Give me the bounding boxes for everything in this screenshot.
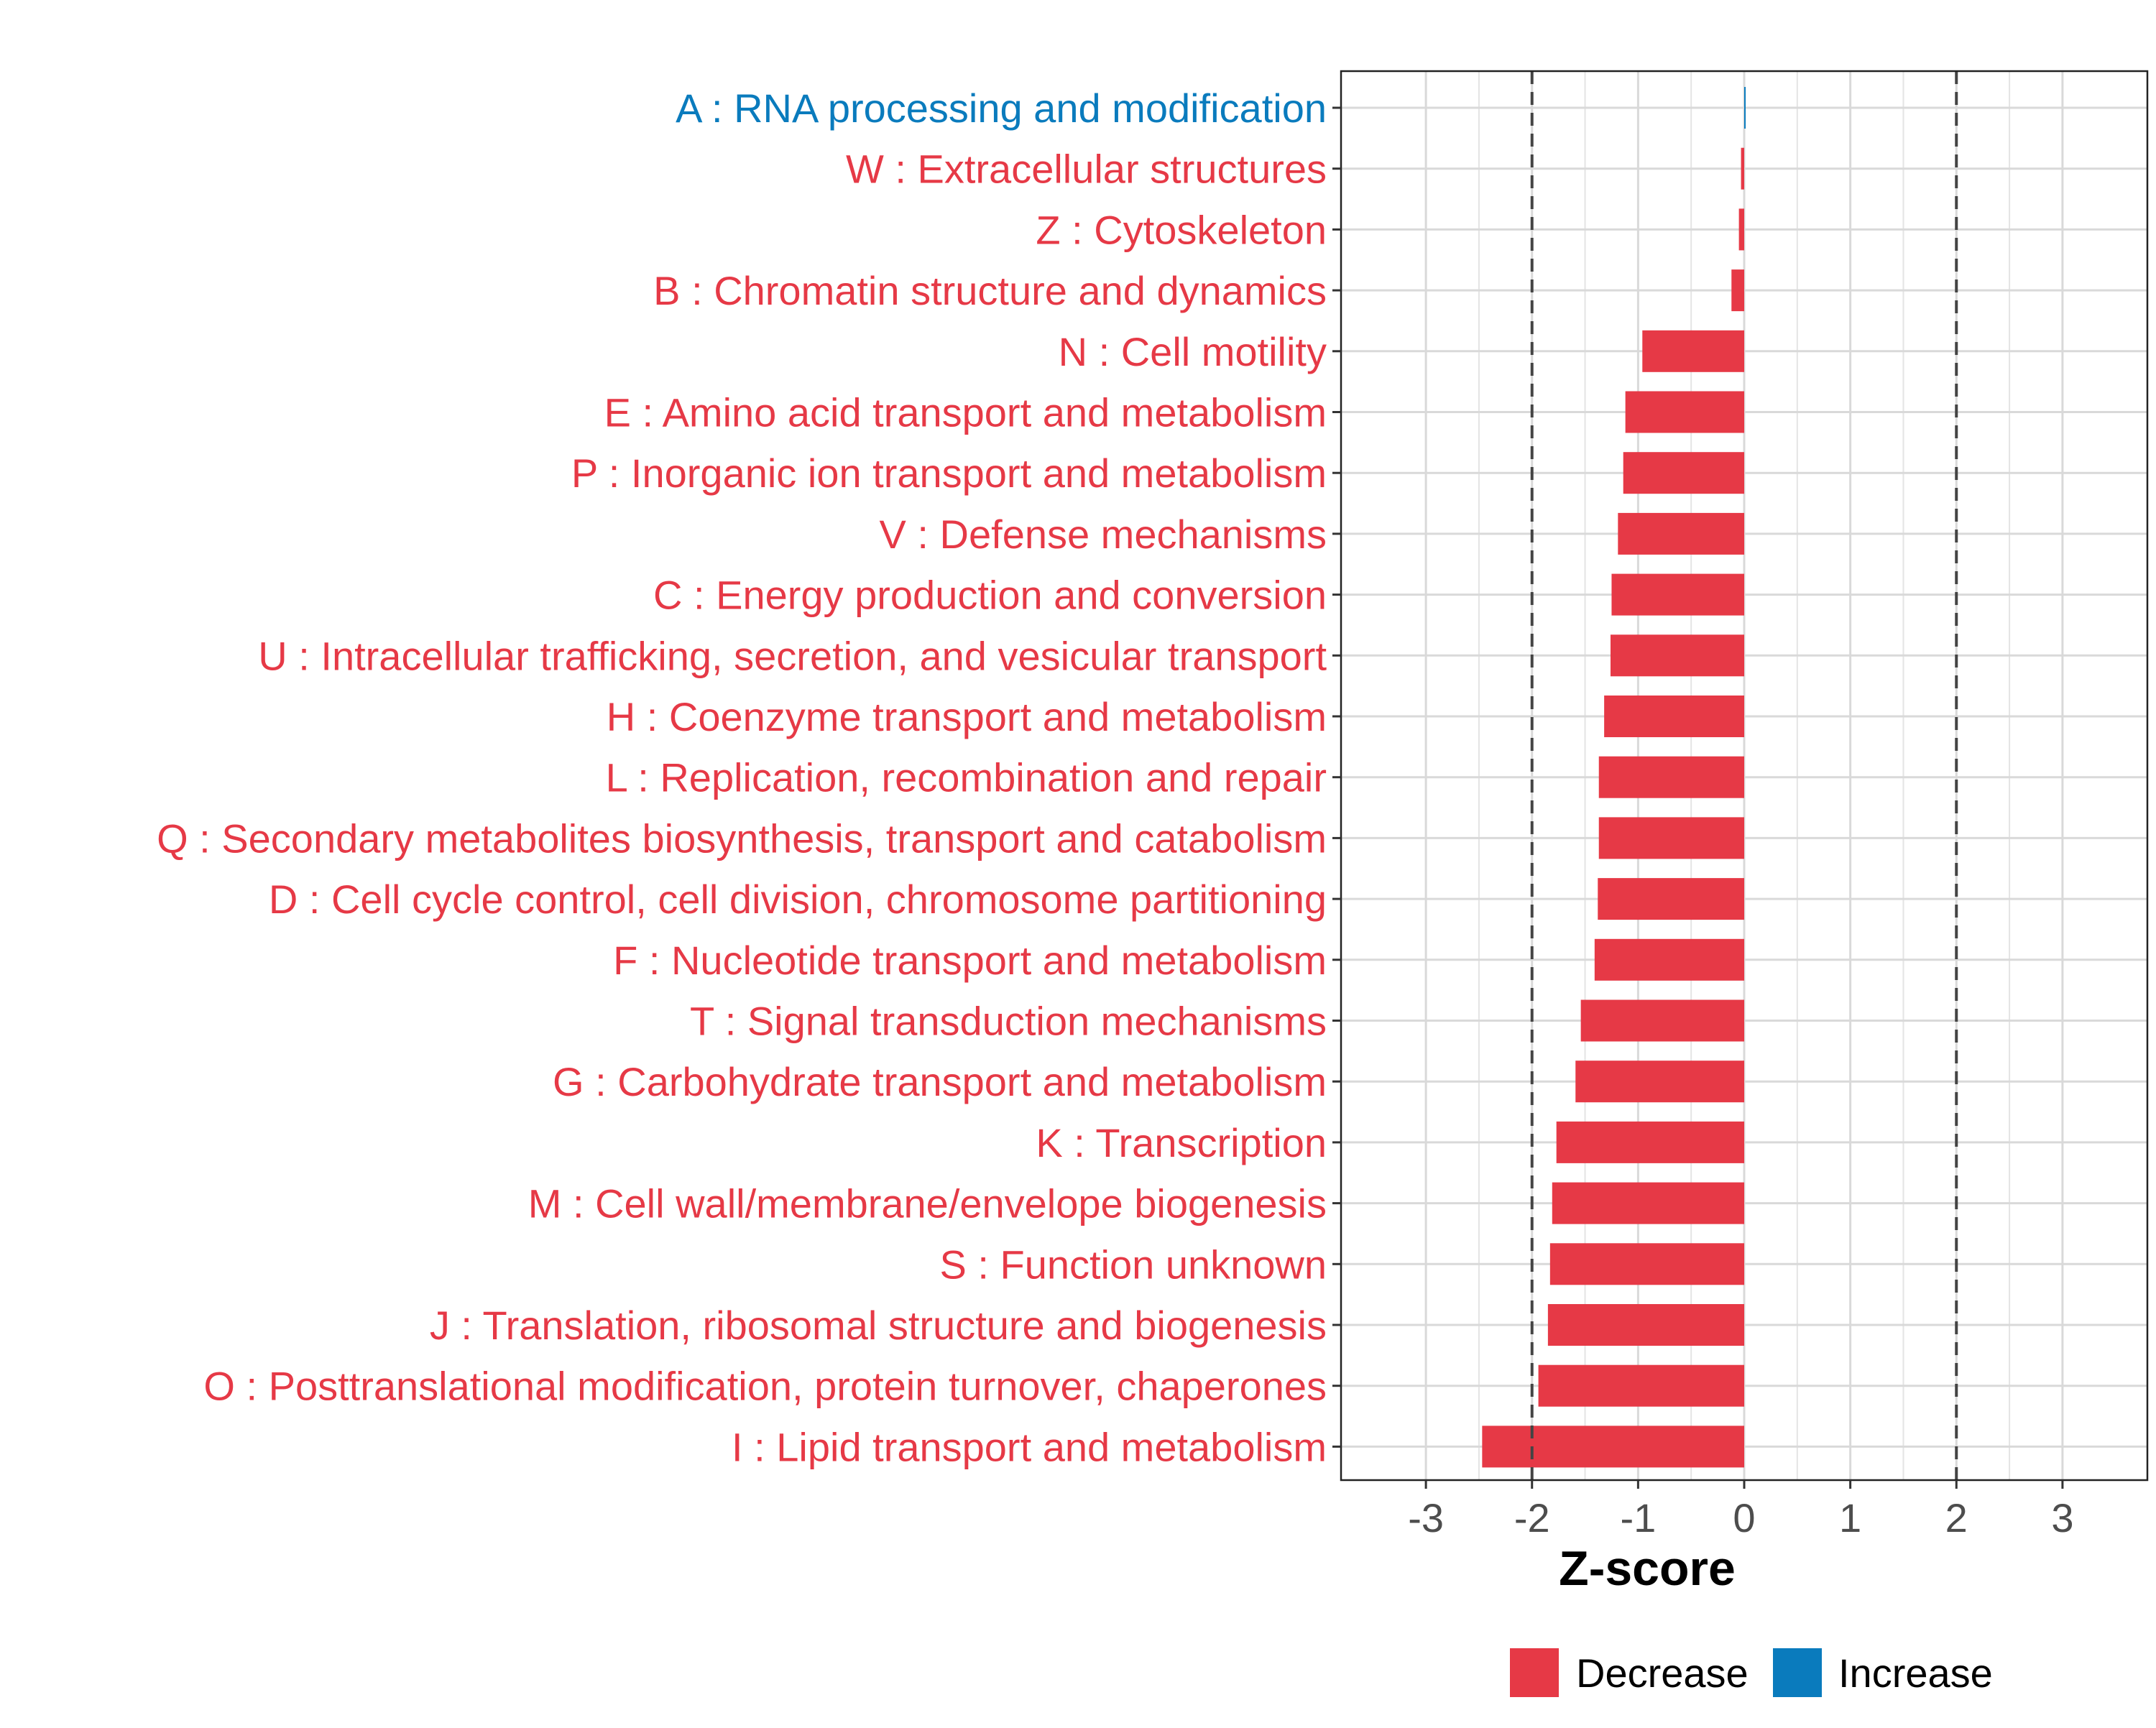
x-axis-title: Z-score — [1559, 1541, 1736, 1596]
category-label: A : RNA processing and modification — [676, 86, 1327, 131]
category-label: P : Inorganic ion transport and metaboli… — [571, 451, 1327, 496]
category-label: N : Cell motility — [1059, 329, 1327, 374]
x-tick-label: -2 — [1514, 1495, 1550, 1540]
bar — [1744, 87, 1746, 129]
legend-key-decrease — [1510, 1648, 1559, 1697]
bar — [1594, 938, 1744, 981]
x-tick-label: 3 — [2051, 1495, 2073, 1540]
category-label: V : Defense mechanisms — [880, 512, 1327, 557]
bar — [1538, 1364, 1744, 1407]
category-label: G : Carbohydrate transport and metabolis… — [553, 1059, 1327, 1104]
bar — [1556, 1121, 1744, 1163]
legend-label: Decrease — [1576, 1650, 1749, 1696]
category-label: U : Intracellular trafficking, secretion… — [258, 633, 1327, 678]
category-label: W : Extracellular structures — [846, 147, 1327, 192]
category-label: I : Lipid transport and metabolism — [732, 1424, 1327, 1469]
bar — [1575, 1061, 1744, 1103]
category-label: S : Function unknown — [939, 1242, 1327, 1287]
category-label: C : Energy production and conversion — [653, 573, 1327, 618]
bar — [1611, 573, 1744, 616]
category-label: Q : Secondary metabolites biosynthesis, … — [157, 816, 1327, 861]
bar — [1731, 269, 1744, 312]
category-label: E : Amino acid transport and metabolism — [604, 390, 1327, 435]
bar — [1598, 878, 1744, 920]
category-label: M : Cell wall/membrane/envelope biogenes… — [528, 1181, 1327, 1226]
bar — [1738, 208, 1744, 251]
category-label: O : Posttranslational modification, prot… — [203, 1364, 1327, 1409]
x-tick-label: -1 — [1620, 1495, 1656, 1540]
bar — [1625, 391, 1744, 433]
legend-label: Increase — [1838, 1650, 1993, 1696]
category-label: K : Transcription — [1036, 1120, 1327, 1165]
bar — [1598, 756, 1744, 798]
bar — [1642, 330, 1744, 372]
bar — [1598, 817, 1744, 859]
category-label: J : Translation, ribosomal structure and… — [430, 1303, 1327, 1348]
category-label: F : Nucleotide transport and metabolism — [613, 938, 1327, 983]
bar — [1547, 1304, 1744, 1346]
category-label: D : Cell cycle control, cell division, c… — [269, 877, 1327, 922]
bar — [1482, 1426, 1744, 1468]
category-label: B : Chromatin structure and dynamics — [653, 268, 1327, 313]
bar — [1549, 1243, 1744, 1285]
bar — [1552, 1182, 1744, 1224]
x-tick-label: 0 — [1733, 1495, 1755, 1540]
category-label: H : Coenzyme transport and metabolism — [607, 694, 1327, 739]
category-label: L : Replication, recombination and repai… — [606, 755, 1327, 800]
bar — [1618, 512, 1744, 555]
x-tick-label: 2 — [1945, 1495, 1968, 1540]
x-tick-label: 1 — [1839, 1495, 1861, 1540]
category-label: Z : Cytoskeleton — [1036, 207, 1327, 252]
bar — [1741, 147, 1744, 190]
bar — [1604, 696, 1744, 737]
x-tick-label: -3 — [1408, 1495, 1444, 1540]
bar — [1623, 452, 1744, 494]
bar — [1580, 999, 1744, 1042]
category-label: T : Signal transduction mechanisms — [690, 999, 1327, 1044]
legend-key-increase — [1773, 1648, 1822, 1697]
bar — [1610, 634, 1744, 677]
